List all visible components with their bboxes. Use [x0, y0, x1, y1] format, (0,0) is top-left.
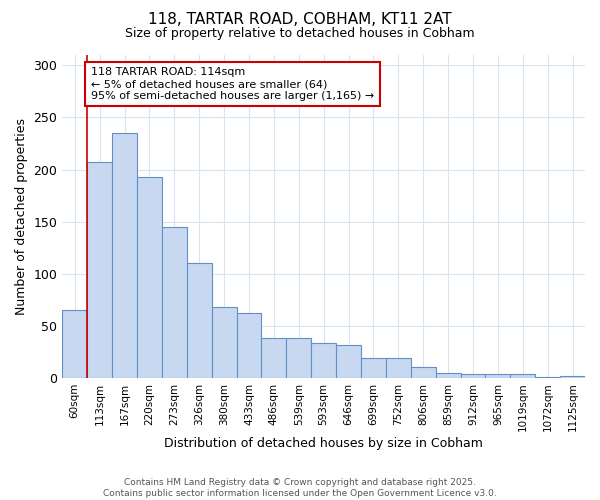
Bar: [286, 338, 311, 378]
Bar: [311, 344, 336, 378]
Bar: [485, 374, 511, 378]
Bar: [461, 374, 485, 378]
Bar: [336, 344, 361, 378]
Bar: [560, 376, 585, 378]
Bar: [236, 314, 262, 378]
Text: Contains HM Land Registry data © Crown copyright and database right 2025.
Contai: Contains HM Land Registry data © Crown c…: [103, 478, 497, 498]
Text: 118 TARTAR ROAD: 114sqm
← 5% of detached houses are smaller (64)
95% of semi-det: 118 TARTAR ROAD: 114sqm ← 5% of detached…: [91, 68, 374, 100]
Bar: [411, 368, 436, 378]
Bar: [511, 374, 535, 378]
Y-axis label: Number of detached properties: Number of detached properties: [15, 118, 28, 315]
Bar: [62, 310, 87, 378]
Bar: [361, 358, 386, 378]
Bar: [212, 307, 236, 378]
Bar: [137, 177, 162, 378]
Bar: [386, 358, 411, 378]
Bar: [162, 227, 187, 378]
Bar: [187, 264, 212, 378]
Text: Size of property relative to detached houses in Cobham: Size of property relative to detached ho…: [125, 28, 475, 40]
Bar: [87, 162, 112, 378]
Bar: [112, 133, 137, 378]
Bar: [436, 372, 461, 378]
Bar: [535, 377, 560, 378]
Text: 118, TARTAR ROAD, COBHAM, KT11 2AT: 118, TARTAR ROAD, COBHAM, KT11 2AT: [148, 12, 452, 28]
X-axis label: Distribution of detached houses by size in Cobham: Distribution of detached houses by size …: [164, 437, 483, 450]
Bar: [262, 338, 286, 378]
